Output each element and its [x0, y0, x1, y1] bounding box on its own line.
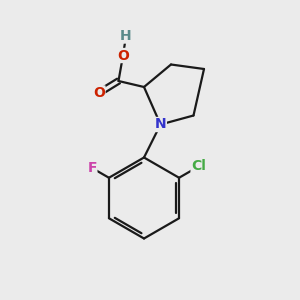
Text: Cl: Cl — [191, 160, 206, 173]
Text: N: N — [155, 118, 166, 131]
Text: O: O — [93, 86, 105, 100]
Text: O: O — [117, 49, 129, 62]
Text: H: H — [120, 29, 132, 43]
Text: F: F — [87, 161, 97, 175]
